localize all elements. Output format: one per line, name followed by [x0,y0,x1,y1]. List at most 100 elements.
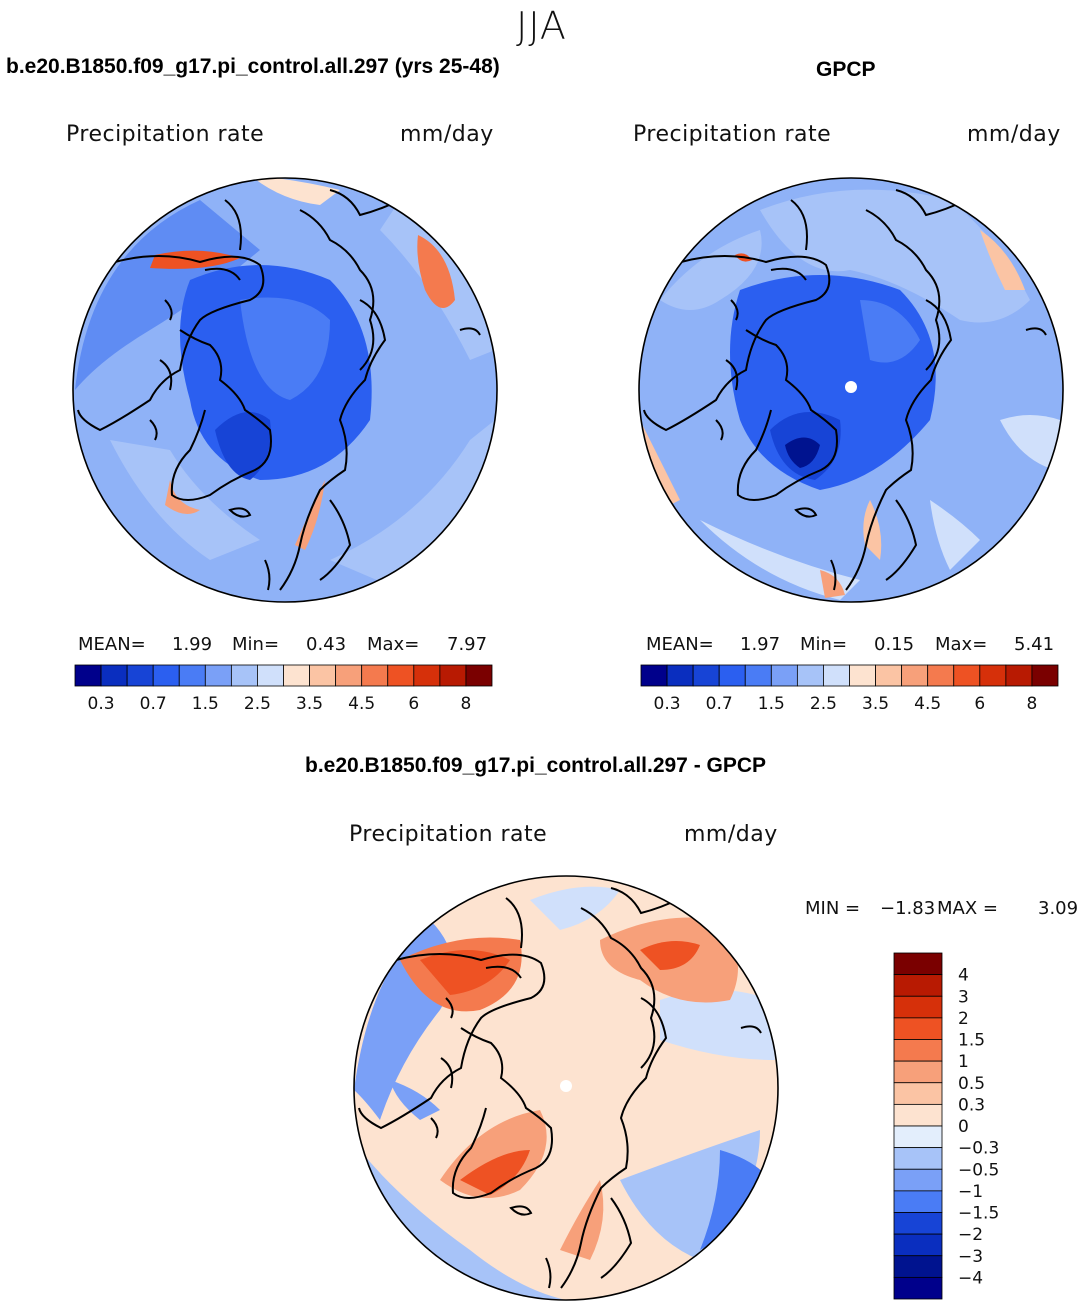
diff-max-value: 3.09 [1038,898,1079,919]
obs-max-value: 5.41 [1014,634,1055,655]
diff-colorbar-tick-label: 3 [958,987,969,1007]
diff-colorbar-tick-label: 0 [958,1117,969,1137]
diff-colorbar-tick-label: −1 [958,1182,983,1202]
diff-panel-title: b.e20.B1850.f09_g17.pi_control.all.297 -… [305,754,767,777]
model-colorbar-swatch [439,664,467,687]
obs-units-label: mm/day [967,122,1061,147]
obs-max-label: Max= [935,634,988,655]
obs-colorbar-swatch [927,664,955,687]
model-colorbar-swatch [126,664,154,687]
season-title: JJA [516,4,567,48]
model-colorbar-swatch [100,664,128,687]
obs-colorbar-tick-label: 3.5 [862,694,889,714]
model-colorbar-swatch [387,664,415,687]
diff-colorbar-swatch [893,1255,943,1278]
model-colorbar-tick-label: 8 [461,694,472,714]
model-colorbar-tick-label: 2.5 [244,694,271,714]
obs-colorbar-swatch [666,664,694,687]
model-panel-title: b.e20.B1850.f09_g17.pi_control.all.297 (… [6,55,500,78]
model-colorbar-tick-label: 1.5 [192,694,219,714]
obs-colorbar-tick-label: 0.7 [706,694,733,714]
diff-colorbar-tick-label: 1.5 [958,1031,985,1051]
model-mean-value: 1.99 [172,634,213,655]
model-max-label: Max= [367,634,420,655]
model-colorbar-tick-label: 4.5 [348,694,375,714]
obs-variable-label: Precipitation rate [633,122,832,147]
model-colorbar-swatch [257,664,284,687]
diff-colorbar-tick-label: −2 [958,1225,983,1245]
diff-colorbar-swatch [893,974,943,997]
model-max-value: 7.97 [447,634,488,655]
obs-colorbar-tick-label: 8 [1027,694,1038,714]
diff-min-label: MIN = [805,898,861,919]
diff-colorbar-swatch [893,1168,943,1192]
diff-colorbar-tick-label: −3 [958,1247,983,1267]
obs-colorbar-swatch [796,664,824,687]
obs-colorbar-tick-label: 4.5 [914,694,941,714]
obs-colorbar-swatch [1031,664,1059,687]
obs-colorbar-swatch [1005,664,1033,687]
obs-colorbar-tick-label: 2.5 [810,694,837,714]
model-min-value: 0.43 [306,634,347,655]
model-colorbar-tick-label: 6 [408,694,419,714]
obs-colorbar-tick-label: 0.3 [654,694,681,714]
diff-colorbar-tick-label: −0.3 [958,1139,999,1159]
model-colorbar-swatch [309,664,337,687]
model-polar-map [72,177,498,603]
obs-colorbar-swatch [718,664,746,687]
model-colorbar-swatch [283,664,310,687]
model-mean-label: MEAN= [78,634,146,655]
model-colorbar-swatch [204,664,232,687]
diff-colorbar-swatch [893,1233,943,1257]
model-colorbar-swatch [178,664,206,687]
obs-colorbar-swatch [692,664,720,687]
diff-colorbar-swatch [893,1212,943,1235]
obs-mean-value: 1.97 [740,634,781,655]
model-colorbar-swatch [465,664,493,687]
obs-min-value: 0.15 [874,634,915,655]
diff-colorbar-tick-label: −4 [958,1268,983,1288]
diff-colorbar-swatch [893,1060,943,1084]
model-colorbar-tick-label: 3.5 [296,694,323,714]
model-variable-label: Precipitation rate [66,122,265,147]
obs-min-label: Min= [800,634,848,655]
model-colorbar-swatch [361,664,389,687]
diff-colorbar-swatch [893,995,943,1019]
diff-colorbar-swatch [893,1082,943,1105]
diff-colorbar-swatch [893,1125,943,1149]
diff-colorbar-swatch [893,1147,943,1170]
model-colorbar-swatch [74,664,102,687]
model-colorbar-swatch [152,664,180,687]
model-colorbar-swatch [230,664,258,687]
diff-colorbar-swatch [893,1103,943,1127]
obs-polar-map [638,177,1064,603]
diff-colorbar-swatch [893,952,943,976]
obs-colorbar-tick-label: 6 [974,694,985,714]
diff-min-value: −1.83 [880,898,936,919]
diff-colorbar-tick-label: 0.5 [958,1074,985,1094]
diff-colorbar-tick-label: 1 [958,1052,969,1072]
diff-colorbar-tick-label: −0.5 [958,1160,999,1180]
diff-colorbar-tick-label: 2 [958,1009,969,1029]
obs-mean-label: MEAN= [646,634,714,655]
model-colorbar-swatch [335,664,363,687]
obs-panel-title: GPCP [816,58,876,81]
obs-colorbar-tick-label: 1.5 [758,694,785,714]
obs-colorbar: 0.3 0.7 1.5 2.5 3.5 4.5 6 8 [640,664,1059,714]
obs-colorbar-swatch [901,664,929,687]
obs-colorbar-swatch [953,664,981,687]
diff-max-label: MAX = [937,898,998,919]
diff-colorbar-swatch [893,1039,943,1062]
model-colorbar-swatch [413,664,441,687]
diff-colorbar-tick-label: 0.3 [958,1095,985,1115]
obs-colorbar-swatch [744,664,772,687]
model-colorbar: 0.3 0.7 1.5 2.5 3.5 4.5 6 8 [74,664,493,714]
diff-variable-label: Precipitation rate [349,822,548,847]
obs-colorbar-swatch [979,664,1007,687]
model-colorbar-tick-label: 0.3 [88,694,115,714]
diff-units-label: mm/day [684,822,778,847]
model-colorbar-tick-label: 0.7 [140,694,167,714]
model-min-label: Min= [232,634,280,655]
